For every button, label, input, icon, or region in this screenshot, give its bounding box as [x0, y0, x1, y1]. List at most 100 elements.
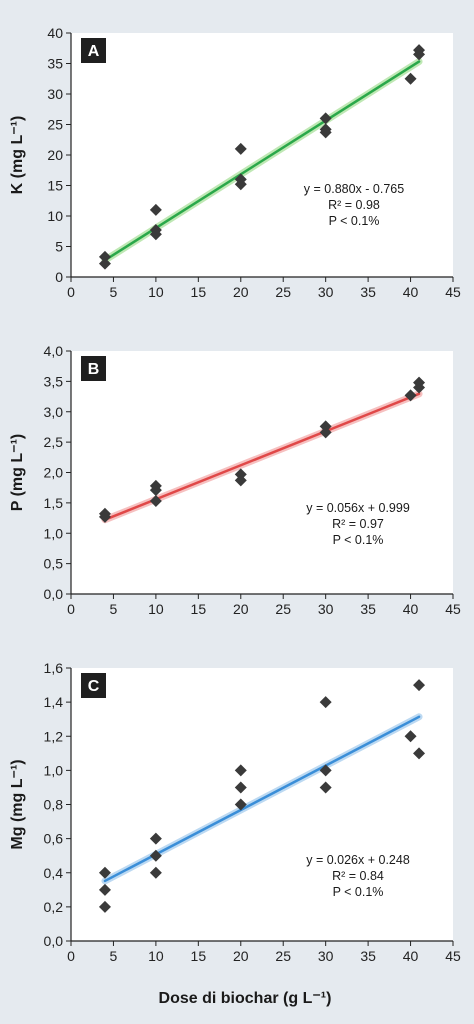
panel-a-y-tick-label: 15 [47, 178, 63, 194]
panel-c-data-point [149, 832, 162, 845]
panel-b-y-tick-label: 3,5 [44, 373, 64, 389]
panel-a-plot-area [71, 33, 453, 277]
panel-c-y-tick-label: 0,0 [44, 933, 64, 949]
panel-b-data-point [319, 420, 332, 433]
panel-a: 0 5 10 15 20 25 30 35 40 45 0 5 10 15 20 25 30 35 40 K (mg … [9, 25, 461, 300]
panel-c-y-tick-label: 0,2 [44, 899, 64, 915]
panel-a-data-point [98, 250, 111, 263]
panel-c-data-point [98, 883, 111, 896]
panel-c-badge-label: C [88, 678, 100, 695]
panel-c-x-tick-label: 30 [318, 948, 334, 964]
panel-a-y-tick-label: 5 [55, 239, 63, 255]
panel-a-data-point [234, 142, 247, 155]
panel-b-y-tick-label: 3,0 [44, 404, 64, 420]
panel-c: 0 5 10 15 20 25 30 35 40 45 0,0 0,2 0,4 0,6 0,8 1,0 1,2 1… [9, 660, 461, 964]
panel-c-plot-area [71, 668, 453, 941]
panel-c-y-tick-label: 1,4 [44, 694, 64, 710]
panel-b-x-tick-label: 35 [360, 601, 376, 617]
panel-a-y-tick-label: 35 [47, 56, 63, 72]
panel-b-badge-label: B [88, 361, 100, 378]
panel-b-y-tick-label: 4,0 [44, 343, 64, 359]
panel-a-y-axis-label: K (mg L⁻¹) [9, 116, 26, 195]
panel-a-data-point [404, 72, 417, 85]
panel-a-badge [81, 38, 106, 63]
panel-b-y-tick-label: 1,0 [44, 525, 64, 541]
panel-b: 0 5 10 15 20 25 30 35 40 45 0,0 0,5 1,0 1,5 2,0 2,5 3,0 3… [9, 343, 461, 617]
panel-a-data-point [98, 257, 111, 270]
panel-c-x-tick-label: 5 [110, 948, 118, 964]
panel-b-y-axis-label: P (mg L⁻¹) [9, 434, 26, 511]
panel-b-annotation-3: P < 0.1% [333, 533, 384, 547]
panel-a-x-tick-label: 30 [318, 284, 334, 300]
panel-c-data-point [234, 798, 247, 811]
panel-c-x-tick-label: 45 [445, 948, 461, 964]
panel-a-x-tick-label: 45 [445, 284, 461, 300]
panel-c-data-point [98, 866, 111, 879]
panel-c-y-tick-label: 1,2 [44, 728, 64, 744]
panel-a-x-tick-label: 35 [360, 284, 376, 300]
panel-b-annotation-2: R² = 0.97 [332, 517, 384, 531]
panel-a-x-tick-label: 40 [403, 284, 419, 300]
panel-c-y-axis-label: Mg (mg L⁻¹) [9, 759, 26, 849]
panel-b-x-tick-label: 15 [191, 601, 207, 617]
panel-b-x-tick-label: 5 [110, 601, 118, 617]
panel-c-data-point [234, 781, 247, 794]
panel-a-y-tick-label: 0 [55, 269, 63, 285]
panel-c-x-tick-label: 40 [403, 948, 419, 964]
panel-b-data-point [98, 510, 111, 523]
panel-c-y-tick-label: 0,6 [44, 831, 64, 847]
panel-c-x-tick-label: 15 [191, 948, 207, 964]
panel-c-y-tick-label: 1,0 [44, 762, 64, 778]
panel-a-x-tick-label: 15 [191, 284, 207, 300]
panel-c-annotation-1: y = 0.026x + 0.248 [306, 853, 410, 867]
panel-a-data-point [149, 203, 162, 216]
panel-c-badge [81, 673, 106, 698]
panel-b-x-tick-label: 10 [148, 601, 164, 617]
panel-c-x-tick-label: 0 [67, 948, 75, 964]
panel-b-y-tick-label: 0,5 [44, 556, 64, 572]
panel-a-badge-label: A [88, 43, 100, 60]
panel-c-data-point [98, 900, 111, 913]
panel-a-x-tick-label: 10 [148, 284, 164, 300]
panel-b-x-tick-label: 30 [318, 601, 334, 617]
panel-a-data-point [149, 228, 162, 241]
panel-b-annotation-1: y = 0.056x + 0.999 [306, 501, 410, 515]
panel-b-x-tick-label: 40 [403, 601, 419, 617]
panel-c-data-point [319, 696, 332, 709]
panel-b-x-tick-label: 0 [67, 601, 75, 617]
panel-b-data-point [149, 484, 162, 497]
panel-c-annotation-3: P < 0.1% [333, 885, 384, 899]
panel-a-y-tick-label: 20 [47, 147, 63, 163]
panel-c-x-tick-label: 25 [275, 948, 291, 964]
panel-a-x-tick-label: 25 [275, 284, 291, 300]
panel-b-data-point [413, 381, 426, 394]
panel-a-data-point [319, 112, 332, 125]
panel-b-y-tick-label: 0,0 [44, 586, 64, 602]
panel-a-data-point [413, 48, 426, 61]
panel-c-data-point [413, 679, 426, 692]
panel-a-x-tick-label: 0 [67, 284, 75, 300]
panel-c-data-point [404, 730, 417, 743]
panel-b-plot-area [71, 351, 453, 594]
panel-b-x-tick-label: 20 [233, 601, 249, 617]
panel-a-data-point [319, 126, 332, 139]
panel-a-y-tick-label: 30 [47, 86, 63, 102]
panel-b-y-tick-label: 2,0 [44, 465, 64, 481]
panel-b-data-point [319, 426, 332, 439]
panel-b-badge [81, 356, 106, 381]
panel-b-x-tick-label: 45 [445, 601, 461, 617]
panel-c-x-tick-label: 35 [360, 948, 376, 964]
panel-c-y-tick-label: 0,8 [44, 797, 64, 813]
panel-b-data-point [404, 389, 417, 402]
panel-a-annotation-1: y = 0.880x - 0.765 [304, 182, 404, 196]
panel-c-x-tick-label: 20 [233, 948, 249, 964]
panel-b-data-point [234, 474, 247, 487]
panel-c-data-point [149, 866, 162, 879]
panel-c-data-point [319, 781, 332, 794]
panel-b-y-tick-label: 1,5 [44, 495, 64, 511]
panel-c-y-tick-label: 1,6 [44, 660, 64, 676]
panel-c-x-tick-label: 10 [148, 948, 164, 964]
panel-a-annotation-2: R² = 0.98 [328, 198, 380, 212]
panel-c-data-point [234, 764, 247, 777]
